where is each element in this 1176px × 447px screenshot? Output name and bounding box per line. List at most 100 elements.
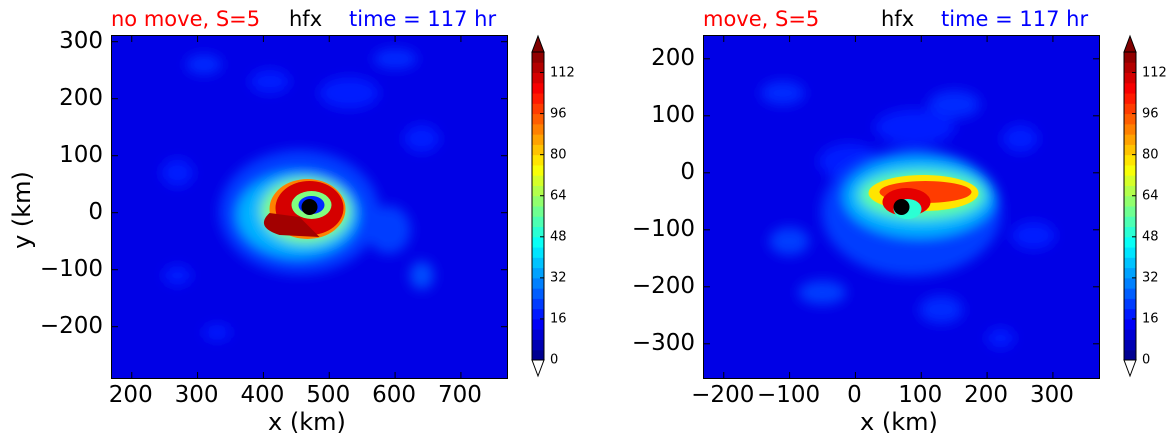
- field-tail: [263, 213, 320, 237]
- y-tick-label: −200: [631, 272, 695, 299]
- y-tick-label: −100: [39, 255, 103, 282]
- colorbar-segment: [1124, 267, 1136, 279]
- left-panel: no move, S=5 hfx time = 117 hr 200 300 400…: [8, 7, 575, 436]
- colorbar-segment: [532, 298, 544, 310]
- colorbar-segment: [532, 277, 544, 289]
- field-patch: [928, 90, 981, 119]
- colorbar-segment: [1124, 154, 1136, 166]
- x-tick-label: 100: [898, 382, 943, 408]
- y-tick-label: 0: [88, 198, 103, 225]
- y-tick-label: −100: [631, 215, 695, 242]
- x-tick-label: 0: [847, 382, 862, 408]
- storm-center-marker: [301, 199, 318, 215]
- colorbar-segment: [1124, 288, 1136, 299]
- x-tick-label: 400: [240, 382, 285, 408]
- colorbar-segment: [532, 216, 544, 228]
- colorbar-segment: [1124, 195, 1136, 207]
- field-patch: [874, 109, 955, 146]
- colorbar-tick-label: 80: [1142, 147, 1159, 163]
- colorbar-segment: [532, 123, 544, 135]
- right-panel: move, S=5 hfx time = 117 hr −200 −100 0 100…: [588, 0, 1176, 447]
- colorbar-extend-top: [1123, 34, 1137, 53]
- colorbar-tick-label: 64: [1142, 188, 1159, 204]
- colorbar-tick-label: 0: [550, 352, 559, 368]
- colorbar-segment: [532, 144, 544, 156]
- left-heatmap-plot: [111, 35, 508, 379]
- left-title-right: time = 117 hr: [349, 7, 497, 31]
- colorbar-frame: [1123, 51, 1137, 361]
- colorbar-segment: [1124, 349, 1136, 361]
- field-patch: [1002, 124, 1039, 153]
- colorbar-segment: [1124, 247, 1136, 258]
- colorbar-segment: [532, 308, 544, 320]
- colorbar-segment: [1124, 93, 1136, 104]
- colorbar-segment: [532, 113, 544, 125]
- colorbar-tick-label: 80: [550, 147, 567, 163]
- right-title-right: time = 117 hr: [941, 7, 1089, 31]
- colorbar-segment: [532, 175, 544, 186]
- colorbar-tick-label: 16: [1142, 311, 1159, 327]
- colorbar-segment: [532, 195, 544, 207]
- field-patch: [760, 81, 805, 105]
- field-patch: [249, 69, 290, 94]
- colorbar-segment: [532, 329, 544, 340]
- right-title-center: hfx: [881, 7, 915, 31]
- x-tick-label: 300: [174, 382, 219, 408]
- colorbar-segment: [1124, 72, 1136, 84]
- colorbar-segment: [1124, 113, 1136, 125]
- field-patch: [185, 54, 222, 75]
- x-tick-label: 300: [1029, 382, 1074, 408]
- colorbar-extend-bottom: [1123, 359, 1137, 378]
- colorbar-tick-label: 48: [550, 229, 567, 245]
- y-tick-label: 100: [59, 141, 103, 168]
- colorbar-tick-label: 112: [550, 65, 575, 81]
- colorbar-segment: [1124, 52, 1136, 63]
- storm-center-marker: [893, 199, 910, 215]
- colorbar-segment: [1124, 257, 1136, 269]
- right-heatmap-svg: [704, 36, 1099, 378]
- field-patch: [986, 328, 1015, 349]
- right-title-left: move, S=5: [703, 7, 820, 31]
- colorbar-segment: [532, 247, 544, 258]
- y-tick-label: −300: [631, 329, 695, 356]
- colorbar-tick-label: 48: [1142, 229, 1159, 245]
- left-heatmap-svg: [112, 36, 507, 378]
- colorbar-segment: [532, 318, 544, 330]
- colorbar-segment: [532, 154, 544, 166]
- colorbar-segment: [1124, 298, 1136, 310]
- colorbar-segment: [532, 349, 544, 361]
- colorbar-segment: [1124, 103, 1136, 115]
- colorbar-segment: [532, 72, 544, 84]
- colorbar-segment: [1124, 134, 1136, 145]
- colorbar-segment: [1124, 82, 1136, 94]
- x-tick-label: 200: [108, 382, 153, 408]
- field-patch: [403, 124, 440, 153]
- x-tick-label: 700: [437, 382, 482, 408]
- y-tick-label: 0: [680, 158, 695, 185]
- colorbar-segment: [1124, 308, 1136, 320]
- colorbar-segment: [532, 185, 544, 197]
- colorbar-segment: [532, 206, 544, 217]
- colorbar-segment: [532, 236, 544, 248]
- colorbar-segment: [532, 62, 544, 74]
- colorbar-segment: [1124, 236, 1136, 248]
- field-patch: [373, 48, 418, 69]
- left-colorbar: [531, 34, 545, 378]
- colorbar-segment: [1124, 206, 1136, 217]
- colorbar-segment: [532, 164, 544, 176]
- x-tick-label: 200: [964, 382, 1009, 408]
- field-patch: [919, 295, 964, 324]
- x-tick-label: 500: [306, 382, 351, 408]
- colorbar-segment: [1124, 123, 1136, 135]
- left-x-axis-label: x (km): [268, 408, 346, 436]
- y-tick-label: 200: [651, 44, 695, 71]
- colorbar-segment: [1124, 339, 1136, 351]
- colorbar-segment: [532, 134, 544, 145]
- colorbar-segment: [532, 339, 544, 351]
- field-patch: [319, 77, 380, 109]
- colorbar-frame: [531, 51, 545, 361]
- colorbar-segment: [1124, 226, 1136, 238]
- y-tick-label: 300: [59, 27, 103, 54]
- left-y-axis-label: y (km): [8, 171, 36, 249]
- colorbar-segment: [532, 288, 544, 299]
